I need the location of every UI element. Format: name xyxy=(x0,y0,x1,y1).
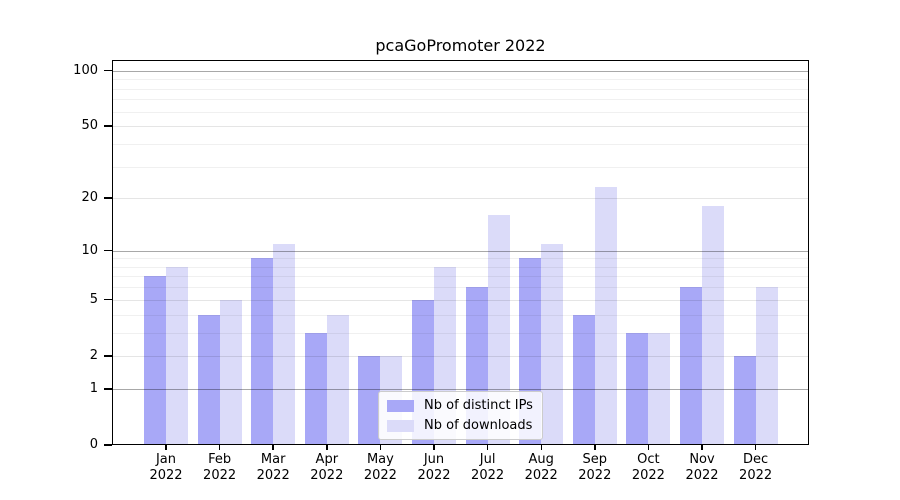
y-tick-mark-0 xyxy=(104,444,112,446)
x-tick-label-Apr: Apr 2022 xyxy=(310,452,344,483)
bar-ips-May xyxy=(358,355,381,445)
y-tick-label-50: 50 xyxy=(81,118,98,134)
bar-ips-Dec xyxy=(733,355,756,445)
bar-ips-Nov xyxy=(680,287,702,445)
chart-title: pcaGoPromoter 2022 xyxy=(375,36,546,55)
x-tick-label-Mar: Mar 2022 xyxy=(256,452,290,483)
y-tick-mark-100 xyxy=(104,69,112,72)
x-tick-label-Jun: Jun 2022 xyxy=(417,452,451,483)
x-tick-mark-Dec xyxy=(754,445,757,450)
x-tick-mark-Sep xyxy=(594,445,596,450)
x-tick-mark-Nov xyxy=(701,445,703,450)
y-tick-label-20: 20 xyxy=(81,190,98,206)
x-tick-mark-Jun xyxy=(433,445,435,450)
bar-downloads-Dec xyxy=(755,287,778,445)
x-tick-label-Jul: Jul 2022 xyxy=(471,452,505,483)
bar-ips-Jan xyxy=(144,276,166,445)
bar-downloads-Jan xyxy=(166,266,188,445)
y-tick-label-0: 0 xyxy=(89,437,98,452)
x-tick-label-Feb: Feb 2022 xyxy=(203,452,237,483)
y-tick-label-1: 1 xyxy=(89,380,98,396)
x-tick-mark-May xyxy=(379,445,382,450)
y-tick-label-100: 100 xyxy=(73,62,98,78)
y-tick-mark-2 xyxy=(104,355,112,357)
x-tick-label-Jan: Jan 2022 xyxy=(149,452,183,483)
bar-downloads-Mar xyxy=(273,243,296,445)
x-tick-mark-Oct xyxy=(647,445,650,450)
x-tick-mark-Aug xyxy=(540,445,542,450)
legend-swatch-downloads xyxy=(387,419,414,432)
x-tick-mark-Jul xyxy=(486,445,489,450)
legend-label-downloads: Nb of downloads xyxy=(424,418,533,433)
x-tick-label-Nov: Nov 2022 xyxy=(685,452,719,483)
legend-label-distinct-ips: Nb of distinct IPs xyxy=(424,398,533,413)
bar-downloads-Oct xyxy=(648,332,671,445)
y-tick-mark-20 xyxy=(104,197,112,199)
x-tick-label-Sep: Sep 2022 xyxy=(578,452,612,483)
bars-layer xyxy=(112,60,809,445)
y-tick-mark-50 xyxy=(104,125,112,127)
bar-ips-Feb xyxy=(197,314,220,445)
bar-ips-Sep xyxy=(572,314,595,445)
y-tick-label-10: 10 xyxy=(81,242,98,258)
y-tick-mark-1 xyxy=(104,388,112,390)
legend-item-downloads: Nb of downloads xyxy=(387,418,533,433)
bar-downloads-Apr xyxy=(326,314,349,445)
x-tick-mark-Jan xyxy=(165,445,167,450)
x-tick-label-May: May 2022 xyxy=(363,452,397,483)
bar-downloads-Nov xyxy=(702,206,724,445)
x-tick-label-Dec: Dec 2022 xyxy=(739,452,773,483)
y-tick-label-2: 2 xyxy=(89,347,98,363)
legend: Nb of distinct IPs Nb of downloads xyxy=(378,391,543,440)
bar-ips-Oct xyxy=(626,332,649,445)
x-tick-label-Aug: Aug 2022 xyxy=(524,452,558,483)
y-tick-mark-10 xyxy=(104,249,112,252)
y-tick-label-5: 5 xyxy=(89,291,98,307)
bar-ips-Mar xyxy=(251,258,274,445)
bar-downloads-Aug xyxy=(541,243,564,445)
y-tick-mark-5 xyxy=(104,298,112,301)
plot-area: Nb of distinct IPs Nb of downloads xyxy=(112,60,809,445)
bar-downloads-Jul xyxy=(487,215,510,445)
legend-item-distinct-ips: Nb of distinct IPs xyxy=(387,398,533,413)
x-tick-mark-Mar xyxy=(272,445,274,450)
x-tick-label-Oct: Oct 2022 xyxy=(631,452,665,483)
x-tick-mark-Apr xyxy=(326,445,328,450)
bar-downloads-Feb xyxy=(219,299,242,445)
bar-downloads-Sep xyxy=(594,187,617,445)
legend-swatch-distinct-ips xyxy=(387,399,414,412)
bar-ips-Apr xyxy=(304,332,327,445)
x-tick-mark-Feb xyxy=(218,445,221,450)
